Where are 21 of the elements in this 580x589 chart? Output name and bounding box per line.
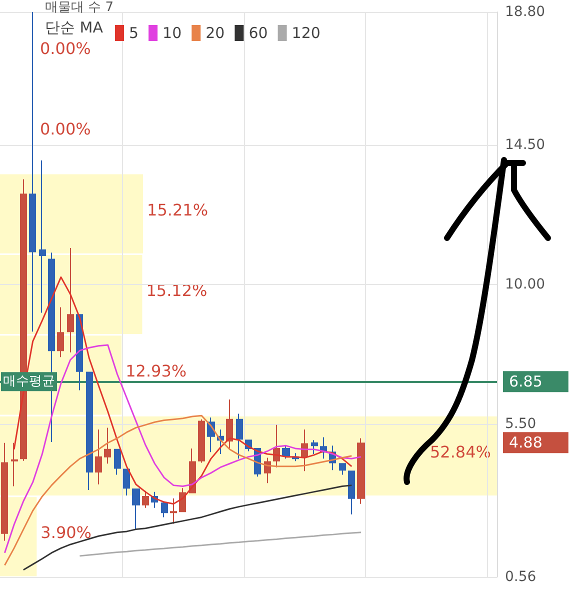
y-tick-label: 14.50: [505, 137, 546, 154]
data-label: 3.90%: [40, 523, 92, 542]
legend-label: 60: [248, 24, 268, 42]
legend-label: 10: [162, 24, 182, 42]
legend-title: 단순 MA: [45, 18, 104, 36]
ref-line-label: 매수평균: [3, 374, 55, 390]
data-label: 52.84%: [430, 442, 491, 462]
text: 4.88: [509, 434, 542, 452]
data-label: 15.21%: [147, 200, 208, 220]
y-tick-label: 0.56: [505, 569, 536, 585]
legend-label: 5: [129, 24, 139, 42]
y-tick-label: 5.50: [505, 416, 536, 432]
legend-label: 120: [292, 24, 320, 42]
annotation: 매물대 수 7: [45, 0, 114, 15]
legend-label: 20: [206, 24, 225, 42]
data-label: 0.00%: [40, 38, 91, 58]
data-label: 0.00%: [40, 120, 91, 139]
data-label: 12.93%: [126, 362, 187, 381]
y-tick-label: 10.00: [505, 276, 546, 293]
text: 6.85: [509, 372, 542, 391]
y-tick-label: 18.80: [505, 4, 546, 20]
